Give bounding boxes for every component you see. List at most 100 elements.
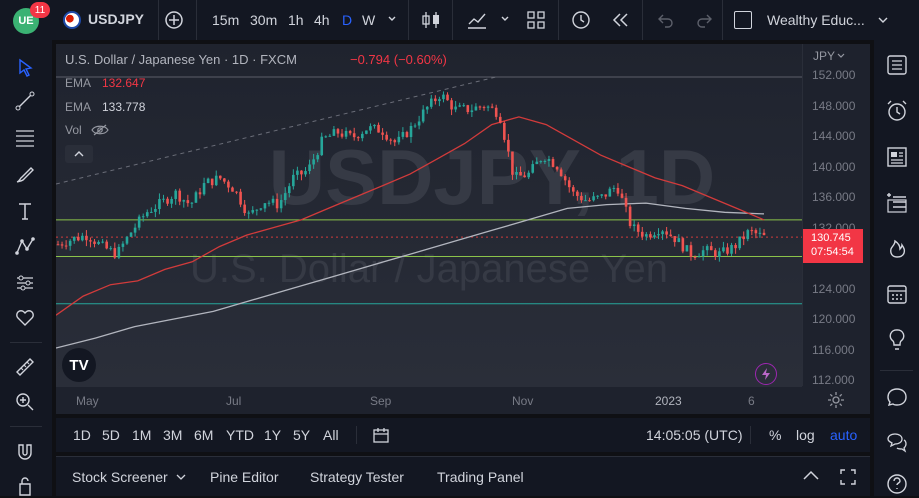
range-ytd[interactable]: YTD	[226, 427, 254, 443]
utc-clock[interactable]: 14:05:05 (UTC)	[646, 427, 743, 443]
percent-scale-toggle[interactable]: %	[769, 427, 782, 443]
candle-body	[718, 251, 721, 257]
chevron-down-icon[interactable]	[387, 14, 397, 24]
candle-body	[685, 245, 689, 252]
price-axis[interactable]: JPY 152.000 148.000 144.000 140.000 136.000 1…	[802, 44, 870, 387]
range-3m[interactable]: 3M	[163, 427, 183, 443]
ema2-label[interactable]: EMA	[65, 100, 92, 114]
candle-body	[218, 175, 222, 179]
timeframe-15m[interactable]: 15m	[212, 12, 240, 28]
candle	[320, 132, 324, 157]
date-range-calendar-icon[interactable]	[372, 426, 390, 444]
chart-settings-gear-icon[interactable]	[827, 391, 845, 409]
range-5d[interactable]: 5D	[102, 427, 120, 443]
candle	[620, 188, 624, 199]
lightning-icon[interactable]	[755, 363, 777, 385]
tradingview-logo[interactable]: TV	[62, 348, 96, 382]
alert-clock-icon[interactable]	[570, 9, 592, 31]
price-chart[interactable]: USDJPY, 1D U.S. Dollar / Japanese Yen	[56, 44, 870, 414]
chart-title[interactable]: U.S. Dollar / Japanese Yen · 1D · FXCM	[65, 52, 297, 67]
range-1d[interactable]: 1D	[73, 427, 91, 443]
candle	[397, 131, 401, 145]
compare-add-icon[interactable]	[164, 10, 184, 30]
candle	[271, 195, 275, 206]
replay-icon[interactable]	[608, 9, 630, 31]
candle-body	[726, 247, 729, 254]
symbol-search[interactable]: USDJPY	[88, 11, 145, 27]
tab-trading-panel[interactable]: Trading Panel	[437, 469, 524, 485]
candle-body	[113, 248, 117, 258]
ideas-lightbulb-icon[interactable]	[885, 328, 909, 352]
hotlists-fire-icon[interactable]	[885, 235, 909, 259]
redo-icon[interactable]	[694, 10, 714, 30]
chat-bubble-icon[interactable]	[885, 385, 909, 409]
brush-icon[interactable]	[14, 163, 36, 185]
timeframe-1h[interactable]: 1h	[288, 12, 304, 28]
help-icon[interactable]	[885, 472, 909, 496]
maximize-icon[interactable]	[839, 468, 857, 486]
candle	[681, 237, 685, 254]
chevron-down-icon[interactable]	[877, 14, 889, 26]
tab-pine-editor[interactable]: Pine Editor	[210, 469, 279, 485]
trend-line-icon[interactable]	[14, 90, 36, 112]
indicators-icon[interactable]	[466, 9, 488, 31]
log-scale-toggle[interactable]: log	[796, 427, 815, 443]
patterns-icon[interactable]	[14, 235, 36, 257]
add-to-list-icon[interactable]	[885, 190, 909, 214]
candle-body	[56, 244, 60, 246]
timeframe-4h[interactable]: 4h	[314, 12, 330, 28]
calendar-icon[interactable]	[885, 282, 909, 306]
range-6m[interactable]: 6M	[194, 427, 214, 443]
text-tool-icon[interactable]	[14, 200, 36, 222]
range-all[interactable]: All	[323, 427, 339, 443]
range-5y[interactable]: 5Y	[293, 427, 311, 443]
time-axis[interactable]: May Jul Sep Nov 2023 6	[56, 386, 802, 414]
cursor-icon[interactable]	[14, 57, 36, 79]
chevron-down-icon[interactable]	[837, 53, 845, 59]
auto-scale-toggle[interactable]: auto	[830, 427, 858, 443]
candle-body	[636, 224, 640, 232]
candle-body	[519, 171, 522, 176]
zoom-in-icon[interactable]	[14, 391, 36, 413]
candle	[292, 169, 295, 190]
range-1y[interactable]: 1Y	[264, 427, 282, 443]
templates-grid-icon[interactable]	[525, 9, 547, 31]
chevron-up-icon[interactable]	[802, 469, 820, 483]
fib-lines-icon[interactable]	[14, 126, 36, 148]
time-label: May	[76, 394, 99, 408]
lock-drawings-icon[interactable]	[14, 476, 36, 498]
ruler-icon[interactable]	[14, 356, 36, 378]
eye-hidden-icon[interactable]	[91, 123, 109, 137]
ema1-label[interactable]: EMA	[65, 76, 92, 90]
range-1m[interactable]: 1M	[132, 427, 152, 443]
candle-body	[413, 125, 417, 127]
currency-label[interactable]: JPY	[813, 49, 836, 63]
candles-chart-type-icon[interactable]	[420, 9, 442, 31]
dashed-trend-line[interactable]	[56, 76, 497, 185]
candle	[190, 201, 194, 208]
timeframe-daily[interactable]: D	[342, 12, 353, 28]
time-label: 6	[748, 394, 755, 408]
prediction-tools-icon[interactable]	[14, 272, 36, 294]
chats-icon[interactable]	[885, 430, 909, 454]
magnet-icon[interactable]	[14, 441, 36, 463]
chart-pane[interactable]: USDJPY, 1D U.S. Dollar / Japanese Yen	[56, 44, 870, 414]
chevron-down-icon[interactable]	[500, 14, 510, 24]
tab-strategy-tester[interactable]: Strategy Tester	[310, 469, 404, 485]
timeframe-weekly[interactable]: W	[362, 12, 376, 28]
timeframe-30m[interactable]: 30m	[250, 12, 278, 28]
layout-name[interactable]: Wealthy Educ...	[767, 12, 865, 28]
chevron-down-icon[interactable]	[176, 473, 186, 481]
volume-label[interactable]: Vol	[65, 123, 82, 137]
tab-stock-screener[interactable]: Stock Screener	[72, 469, 168, 485]
favorites-heart-icon[interactable]	[14, 306, 36, 328]
news-icon[interactable]	[885, 145, 909, 169]
undo-icon[interactable]	[656, 10, 676, 30]
candle-body	[689, 245, 693, 257]
candle-body	[393, 140, 397, 143]
watchlist-icon[interactable]	[885, 53, 909, 77]
collapse-legend-button[interactable]	[65, 145, 93, 163]
price-change: −0.794 (−0.60%)	[350, 52, 447, 67]
layout-checkbox[interactable]	[734, 11, 752, 29]
alarm-clock-icon[interactable]	[885, 99, 909, 123]
